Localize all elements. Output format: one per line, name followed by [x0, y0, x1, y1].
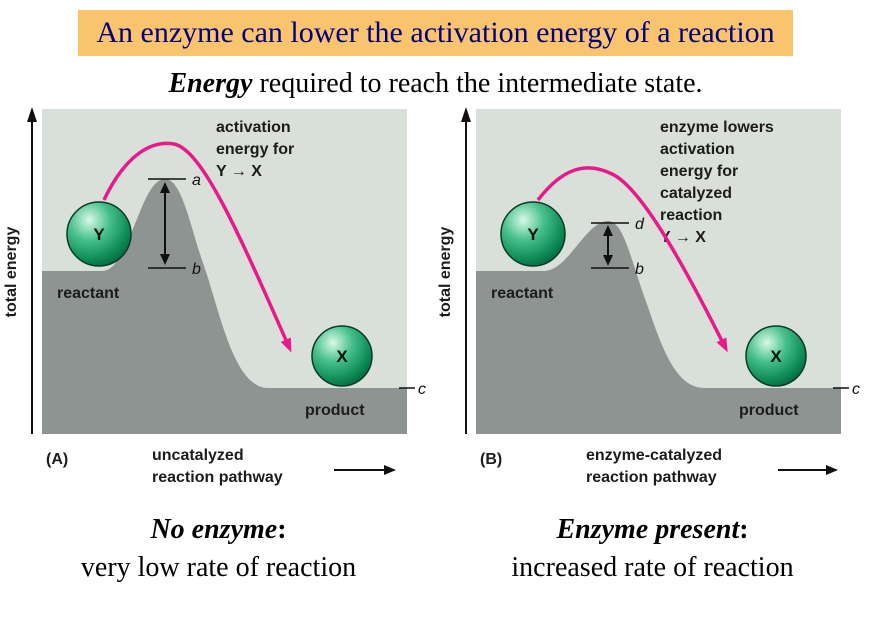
diagram-panels: total energy a b activation energy for Y… [0, 104, 871, 499]
footer-right-line2: increased rate of reaction [511, 551, 794, 583]
footer-left-line1: No enzyme: [2, 511, 436, 549]
reaction-path-arrow [101, 141, 291, 353]
reactant-ball-letter: Y [93, 225, 105, 244]
annotation-line-3: energy for [660, 163, 738, 180]
pathway-arrowhead-icon [383, 465, 396, 475]
panel-enzyme-catalyzed: total energy d b enzyme lowers activatio… [436, 104, 870, 499]
product-ball-letter: X [336, 347, 348, 366]
footers: No enzyme: very low rate of reaction Enz… [0, 511, 871, 587]
marker-c-label: c [418, 381, 426, 398]
panel-uncatalyzed: total energy a b activation energy for Y… [2, 104, 436, 499]
panel-letter: (B) [480, 451, 502, 468]
pathway-label-line1: uncatalyzed [152, 447, 244, 464]
footer-left-line2: very low rate of reaction [80, 551, 357, 583]
reactant-ball [499, 201, 566, 267]
footer-left-colon: : [277, 514, 287, 545]
reactant-ball-letter: Y [527, 225, 539, 244]
reactant-label: reactant [57, 285, 120, 302]
reactant-ball [65, 201, 132, 267]
title-banner-wrap: An enzyme can lower the activation energ… [0, 10, 871, 56]
annotation-line-6: Y → X [660, 229, 706, 246]
annotation-line-4: catalyzed [660, 185, 732, 202]
product-ball [744, 325, 807, 387]
product-label: product [739, 402, 799, 419]
annotation-line-5: reaction [660, 207, 722, 224]
annotation-line-1: activation [216, 119, 291, 136]
product-ball-letter: X [770, 347, 782, 366]
pathway-arrowhead-icon [825, 465, 838, 475]
arrowhead-up-icon [159, 182, 170, 193]
subtitle-rest: required to reach the intermediate state… [252, 68, 703, 99]
marker-a-label: a [192, 172, 201, 189]
footer-right-line1: Enzyme present: [436, 511, 870, 549]
diagram-uncatalyzed: total energy a b activation energy for Y… [3, 107, 426, 486]
annotation-line-3: Y → X [216, 163, 262, 180]
energy-hill [475, 221, 841, 434]
y-axis-arrowhead-icon [460, 107, 471, 122]
product-ball [310, 325, 373, 387]
footer-right-colon: : [739, 514, 749, 545]
panel-letter: (A) [46, 451, 68, 468]
marker-c-label: c [852, 381, 860, 398]
arrowhead-up-icon [602, 225, 613, 236]
footer-right-emphasis: Enzyme present [556, 514, 740, 545]
footer-left-emphasis: No enzyme [150, 514, 278, 545]
subtitle: Energy required to reach the intermediat… [0, 68, 871, 100]
reaction-path-arrow [536, 166, 728, 353]
product-label: product [305, 402, 365, 419]
y-axis-label: total energy [437, 227, 454, 318]
annotation-line-2: activation [660, 141, 735, 158]
arrowhead-down-icon [602, 255, 613, 266]
annotation-line-2: energy for [216, 141, 294, 158]
arrowhead-down-icon [159, 254, 170, 265]
subtitle-emphasis: Energy [168, 68, 253, 99]
pathway-label-line1: enzyme-catalyzed [586, 447, 722, 464]
y-axis-label: total energy [3, 227, 20, 318]
reactant-label: reactant [491, 285, 554, 302]
footer-enzyme-present: Enzyme present: increased rate of reacti… [436, 511, 870, 587]
y-axis-arrowhead-icon [26, 107, 37, 122]
pathway-label-line2: reaction pathway [152, 469, 283, 486]
annotation-line-1: enzyme lowers [660, 119, 774, 136]
marker-d-label: d [635, 216, 645, 233]
diagram-enzyme-catalyzed: total energy d b enzyme lowers activatio… [437, 107, 860, 486]
footer-no-enzyme: No enzyme: very low rate of reaction [2, 511, 436, 587]
energy-hill [41, 179, 407, 434]
marker-b-label: b [635, 261, 644, 278]
pathway-label-line2: reaction pathway [586, 469, 717, 486]
marker-b-label: b [192, 261, 201, 278]
page-title: An enzyme can lower the activation energ… [78, 10, 793, 56]
